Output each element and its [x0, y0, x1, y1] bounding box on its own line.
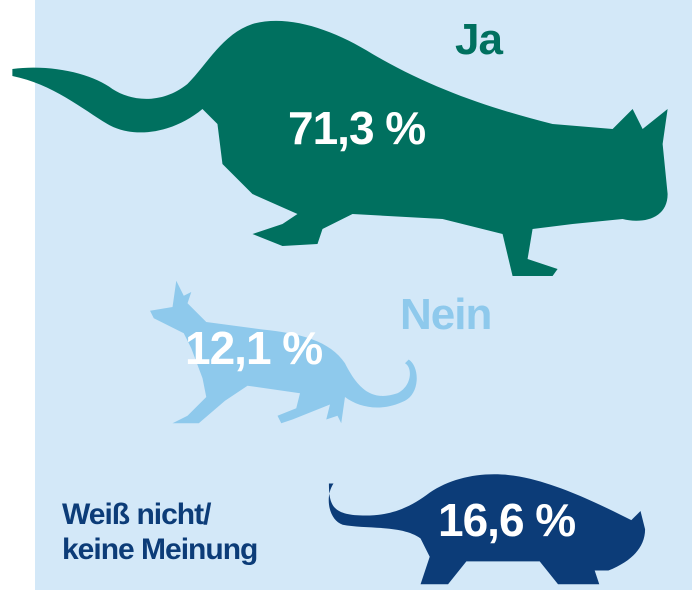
value-label: 12,1 % — [185, 322, 323, 374]
cat-silhouette — [12, 20, 668, 277]
cat-silhouette — [328, 474, 646, 585]
category-label: Weiß nicht/ keine Meinung — [62, 498, 258, 566]
category-label: Ja — [455, 15, 503, 64]
value-label: 16,6 % — [438, 494, 576, 546]
cat-silhouette — [150, 280, 417, 424]
category-label: Nein — [400, 290, 492, 339]
value-label: 71,3 % — [288, 102, 426, 154]
